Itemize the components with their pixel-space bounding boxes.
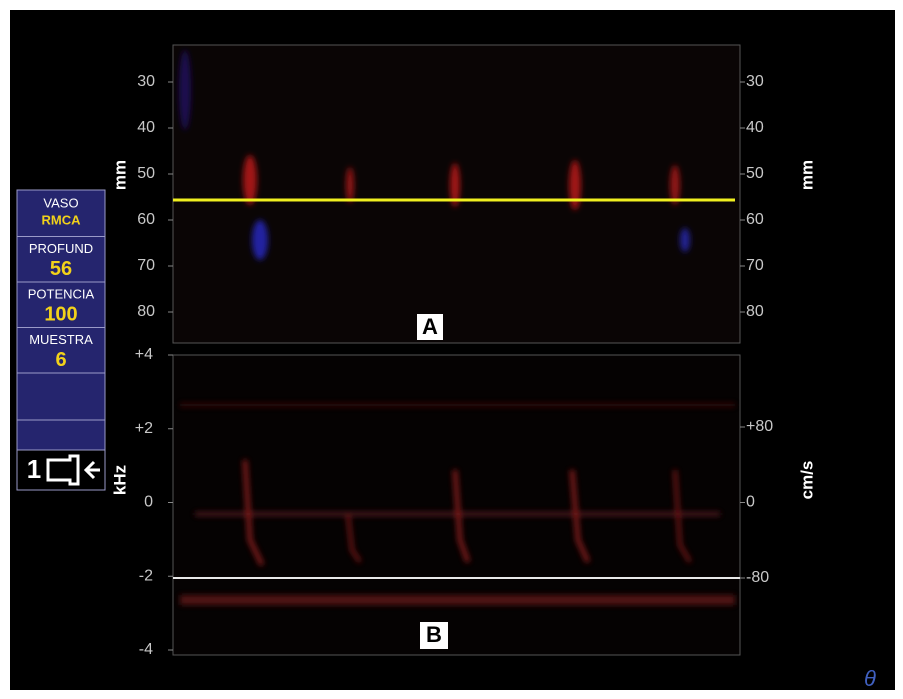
field-label: PROFUND [29, 241, 93, 256]
tick-label: 70 [746, 257, 764, 274]
tick-label: -80 [746, 569, 769, 586]
tick-label: +80 [746, 418, 773, 435]
tick-label: 70 [137, 257, 155, 274]
side-frame [16, 189, 106, 451]
probe-icon [46, 454, 80, 486]
marker-box [417, 314, 443, 340]
tick-label: 60 [137, 211, 155, 228]
marker-box [420, 622, 448, 649]
tick-label: 50 [137, 165, 155, 182]
tick-label: 40 [746, 119, 764, 136]
panel-a: A mm mm [110, 44, 816, 344]
probe-arrow [83, 460, 100, 480]
field-value: 56 [50, 258, 72, 280]
tick-label: 30 [137, 73, 155, 90]
axis-title: cm/s [797, 461, 816, 500]
field-value: RMCA [42, 212, 82, 227]
probe-number: 1 [27, 454, 41, 484]
tick-label: +4 [135, 346, 153, 363]
tick-label: 40 [137, 119, 155, 136]
tick-label: 50 [746, 165, 764, 182]
field-label: POTENCIA [28, 286, 95, 301]
flow-signal [179, 50, 690, 260]
tick-label: 80 [137, 303, 155, 320]
tick-label: -4 [139, 641, 153, 658]
side-panel: 1 VASO RMCA PROFUND 56 POTENCIA 100 MUESTRA 6 [16, 189, 106, 491]
tick-label: +2 [135, 420, 153, 437]
tick-label: 60 [746, 211, 764, 228]
field-label: MUESTRA [29, 332, 93, 347]
axis-title: mm [110, 160, 129, 190]
probe-box [16, 449, 106, 491]
tick-label: 0 [746, 494, 755, 511]
field-label: VASO [43, 195, 78, 210]
panel-b: B kHz cm/s [110, 354, 816, 656]
panel-marker: B [426, 622, 442, 647]
axis-title: mm [797, 160, 816, 190]
field-value: 100 [44, 303, 77, 325]
logo: θ [864, 666, 876, 691]
tick-label: 30 [746, 73, 764, 90]
tick-label: 0 [144, 494, 153, 511]
spectrum-signal [180, 403, 735, 605]
axis-title: kHz [110, 465, 129, 495]
panel-marker: A [422, 314, 438, 339]
tick-label: -2 [139, 567, 153, 584]
tick-label: 80 [746, 303, 764, 320]
field-value: 6 [55, 349, 66, 371]
